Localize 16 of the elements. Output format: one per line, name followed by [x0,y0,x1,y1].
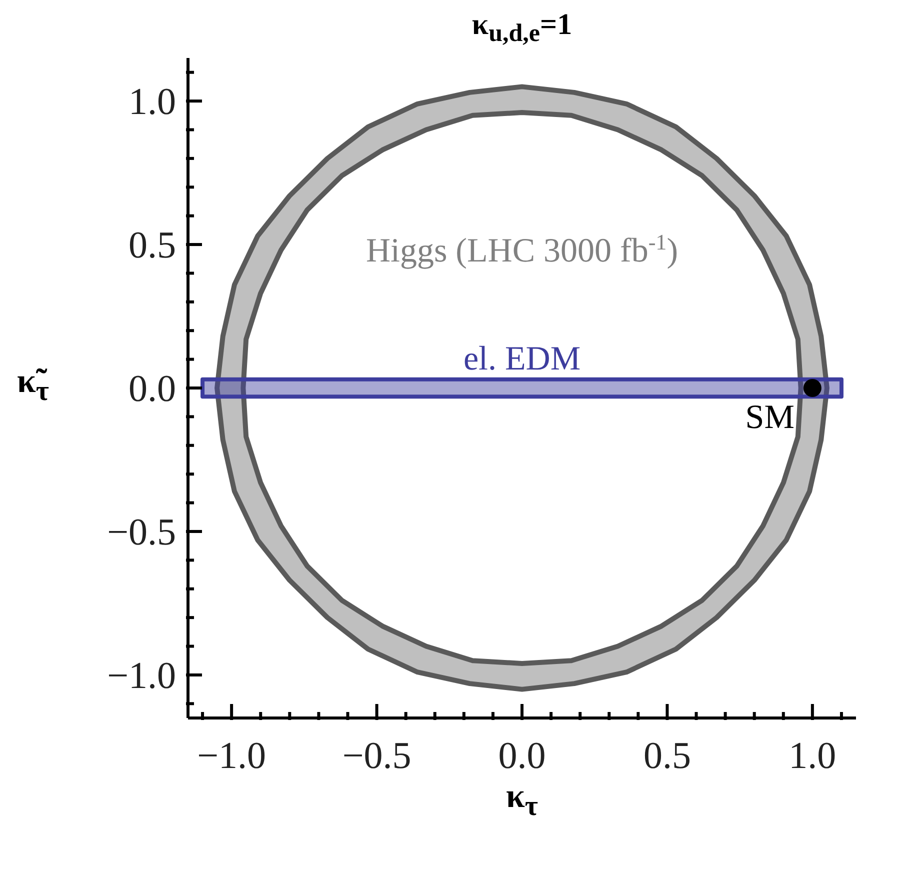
x-tick-label: −1.0 [197,735,266,777]
y-tick-label: −1.0 [107,654,176,697]
x-tick-label: −0.5 [342,735,412,777]
series-label: SM [745,399,794,436]
y-tick-label: 0.0 [128,368,176,410]
x-axis-title: κ$_{τ}$ [505,778,539,823]
y-axis-title: κ̃$_{τ}$ [16,363,50,408]
y-tick-label: 0.5 [128,224,176,267]
chart-title: κ$_{u,d,e}$=1 [470,8,574,48]
x-tick-label: 0.5 [643,735,691,777]
y-tick-label: −0.5 [107,511,176,554]
series-label: el. EDM [463,340,581,378]
y-tick-label: 1.0 [128,81,176,124]
x-tick-label: 0.0 [498,735,546,777]
series-label: Higgs (LHC 3000 fb$^{-1}$) [366,228,678,270]
x-tick-label: 1.0 [788,735,836,777]
